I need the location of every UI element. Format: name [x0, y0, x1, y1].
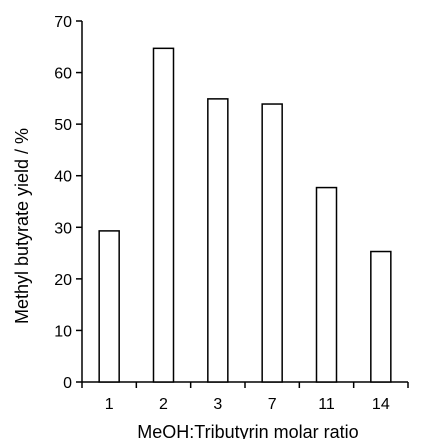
- y-tick-label: 70: [54, 14, 72, 31]
- y-tick-label: 30: [54, 220, 72, 237]
- y-tick-label: 40: [54, 169, 72, 186]
- x-axis-ticks: 1 2 3 7 11 14: [81, 382, 409, 413]
- bar-7: [261, 103, 283, 383]
- x-tick-label: 14: [372, 396, 390, 413]
- bar-3: [207, 98, 229, 383]
- bar-11: [315, 186, 338, 383]
- x-axis-title: MeOH:Tributyrin molar ratio: [137, 422, 358, 439]
- y-tick-label: 10: [54, 323, 72, 340]
- bars: [98, 47, 392, 383]
- y-axis-ticks: 0 10 20 30 40 50 60 70: [54, 14, 82, 392]
- y-tick-label: 50: [54, 117, 72, 134]
- x-tick-label: 3: [213, 396, 222, 413]
- y-tick-label: 0: [63, 375, 72, 392]
- x-tick-label: 7: [268, 396, 277, 413]
- y-axis-title: Methyl butyrate yield / %: [12, 128, 32, 324]
- x-tick-label: 11: [318, 396, 335, 413]
- bar-1: [98, 230, 120, 383]
- bar-14: [370, 250, 392, 383]
- bar-2: [152, 47, 175, 383]
- x-tick-label: 1: [105, 396, 114, 413]
- x-tick-label: 2: [159, 396, 168, 413]
- plot-area: 0 10 20 30 40 50 60 70 1 2 3 7 11 14: [54, 14, 409, 413]
- y-tick-label: 20: [54, 272, 72, 289]
- y-tick-label: 60: [54, 66, 72, 83]
